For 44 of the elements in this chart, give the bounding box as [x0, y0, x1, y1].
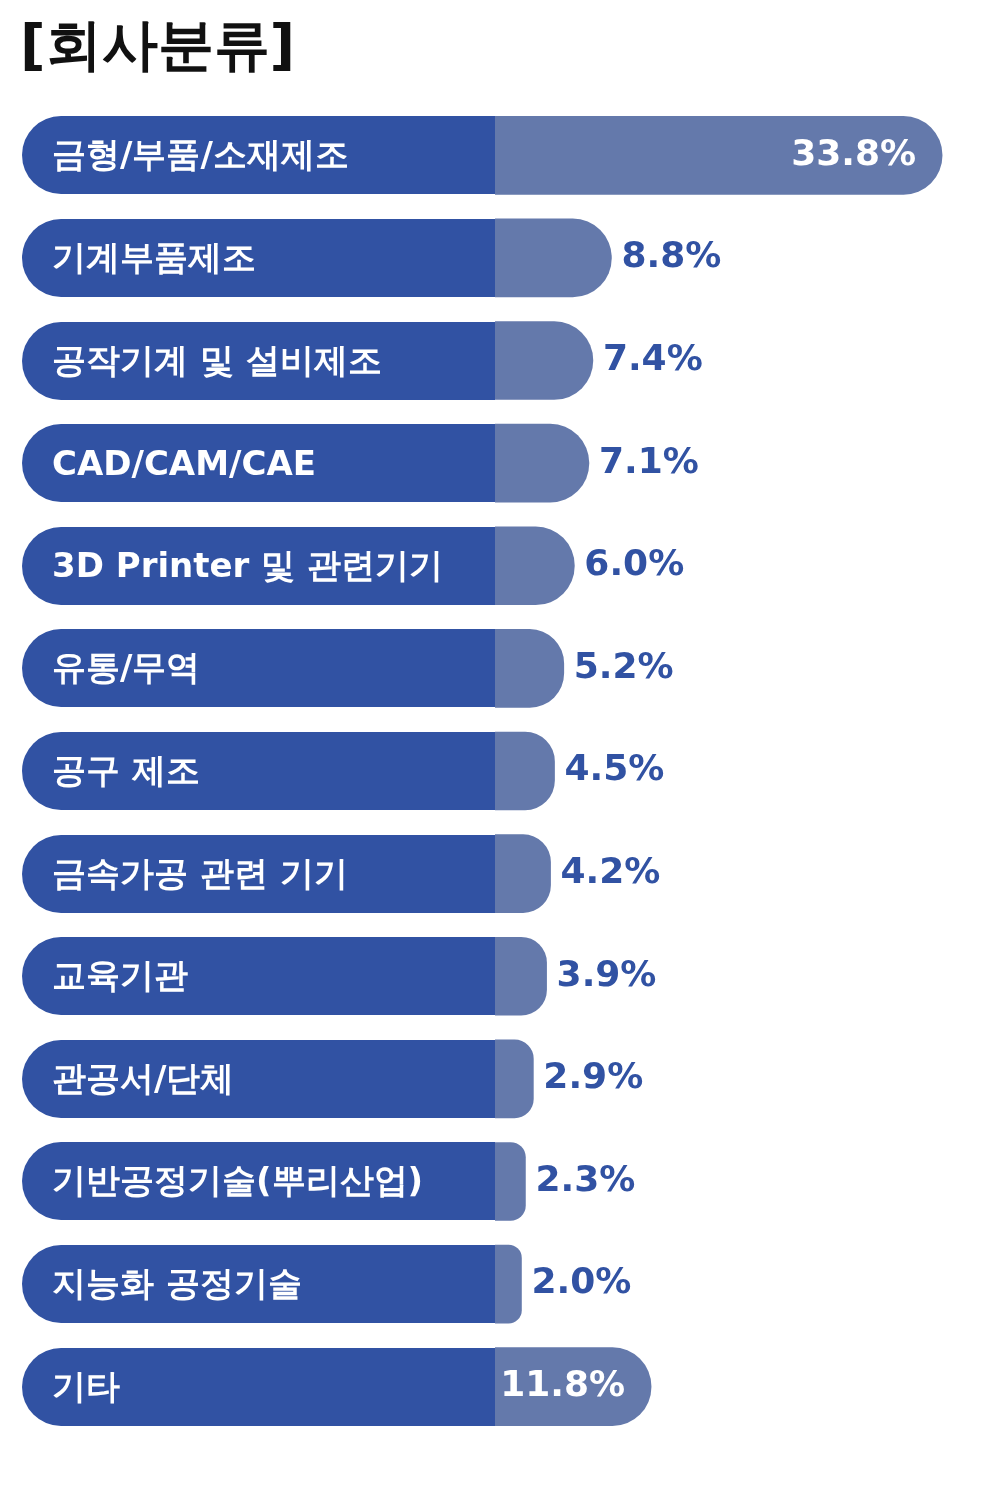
y-tick-label: 교육기관: [52, 954, 188, 998]
y-tick-label: 금속가공 관련 기기: [52, 851, 348, 895]
y-tick-label: 유통/무역: [52, 646, 201, 690]
y-tick-label: 공작기계 및 설비제조: [52, 338, 382, 382]
y-tick-label: CAD/CAM/CAE: [52, 443, 316, 484]
data-label: 4.2%: [560, 849, 661, 891]
label-box: 기타: [22, 1347, 495, 1426]
label-box: 교육기관: [22, 937, 495, 1016]
data-label: 8.8%: [621, 234, 722, 276]
y-tick-label: 관공서/단체: [52, 1056, 235, 1100]
bar: [495, 115, 943, 195]
y-tick-label: 3D Printer 및 관련기기: [52, 543, 444, 587]
data-label: 4.5%: [564, 747, 665, 789]
bar: [495, 1244, 522, 1324]
data-label: 2.9%: [543, 1055, 644, 1097]
y-tick-label: 지능화 공정기술: [52, 1262, 302, 1306]
y-tick-label: 기타: [52, 1364, 120, 1408]
label-box: 유통/무역: [22, 629, 495, 708]
data-label: 3.9%: [556, 952, 657, 994]
data-label: 7.4%: [602, 336, 703, 378]
data-label: 33.8%: [791, 131, 917, 173]
y-tick-label: 금형/부품/소재제조: [52, 133, 349, 177]
label-box: 금형/부품/소재제조: [22, 116, 495, 195]
label-box: 공구 제조: [22, 732, 495, 810]
label-box: 지능화 공정기술: [22, 1245, 495, 1324]
label-box: 3D Printer 및 관련기기: [22, 526, 495, 605]
chart-title: [회사분류]: [20, 11, 297, 79]
data-label: 11.8%: [500, 1363, 626, 1405]
y-tick-label: 기계부품제조: [52, 235, 256, 279]
data-label: 2.3%: [535, 1157, 636, 1199]
label-box: 관공서/단체: [22, 1039, 495, 1118]
label-box: 금속가공 관련 기기: [22, 834, 495, 913]
data-label: 5.2%: [573, 644, 674, 686]
bar: [495, 1142, 526, 1221]
label-box: 기반공정기술(뿌리산업): [22, 1142, 495, 1221]
bar: [495, 1039, 534, 1119]
label-box: 기계부품제조: [22, 218, 495, 297]
label-box: CAD/CAM/CAE: [22, 424, 495, 503]
data-label: 2.0%: [531, 1260, 632, 1302]
y-tick-label: 기반공정기술(뿌리산업): [52, 1159, 424, 1203]
data-label: 7.1%: [598, 439, 699, 481]
data-label: 6.0%: [584, 542, 685, 584]
label-box: 공작기계 및 설비제조: [22, 321, 495, 400]
y-tick-label: 공구 제조: [52, 749, 200, 792]
